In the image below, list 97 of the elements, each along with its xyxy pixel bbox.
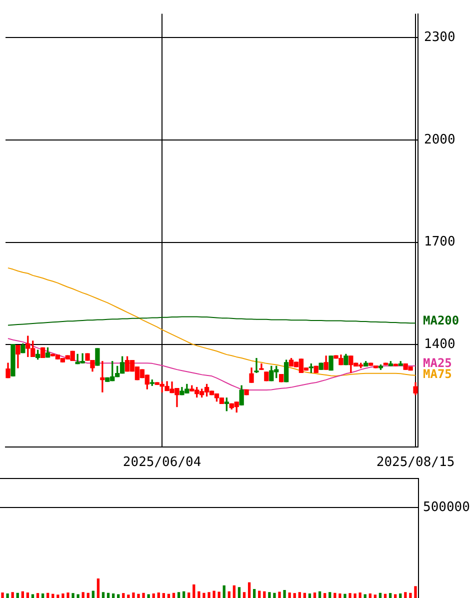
- bar: [192, 584, 196, 598]
- bar: [147, 594, 150, 598]
- bar: [208, 592, 210, 598]
- bar: [182, 591, 186, 598]
- bar: [308, 593, 312, 598]
- bar: [157, 592, 160, 598]
- bar: [399, 593, 402, 598]
- bar: [52, 594, 54, 598]
- bar: [364, 594, 366, 598]
- bar: [338, 593, 342, 598]
- bar: [324, 593, 326, 598]
- bar: [313, 592, 316, 598]
- bar: [388, 593, 392, 598]
- y-tick-label: 2000: [424, 132, 456, 148]
- bar: [117, 594, 120, 598]
- candlestick: [328, 356, 334, 371]
- bar: [293, 593, 296, 598]
- bar: [152, 593, 155, 598]
- bar: [318, 591, 322, 598]
- bar: [252, 589, 256, 598]
- bar: [188, 592, 190, 598]
- bar: [218, 592, 220, 598]
- bar: [132, 592, 135, 598]
- bar: [112, 593, 115, 598]
- bar: [26, 592, 30, 598]
- bar: [354, 593, 356, 598]
- bar: [76, 594, 80, 598]
- bar: [6, 593, 9, 598]
- bar: [242, 592, 246, 598]
- bar: [106, 592, 110, 598]
- bar: [258, 590, 261, 598]
- bar: [238, 587, 241, 598]
- bar: [21, 591, 24, 598]
- candlestick: [10, 344, 16, 376]
- bar: [374, 594, 377, 598]
- bar: [298, 592, 301, 598]
- bar: [102, 592, 105, 598]
- bar: [127, 594, 130, 598]
- bar: [202, 592, 206, 598]
- bar: [172, 592, 176, 598]
- y-tick-label: 1400: [424, 337, 456, 352]
- bar: [368, 593, 372, 598]
- bar: [288, 592, 291, 598]
- bar: [162, 593, 166, 598]
- bar: [414, 586, 417, 598]
- series-label: MA200: [423, 313, 460, 328]
- bar: [56, 594, 60, 598]
- bar: [348, 593, 352, 598]
- text: 500000: [423, 500, 470, 515]
- bar: [394, 594, 397, 598]
- x-tick-label: 2025/08/15: [376, 455, 455, 470]
- bar: [86, 592, 90, 598]
- bar: [344, 594, 346, 598]
- bar: [11, 592, 14, 598]
- bar: [72, 593, 74, 598]
- bar: [66, 592, 70, 598]
- bar: [198, 591, 200, 598]
- candlestick: [264, 372, 269, 382]
- bar: [222, 585, 226, 598]
- bar: [212, 590, 216, 598]
- bar: [268, 592, 271, 598]
- bar: [82, 592, 84, 598]
- bar: [122, 593, 125, 598]
- bar: [334, 592, 336, 598]
- bar: [228, 591, 230, 598]
- bar: [278, 592, 281, 598]
- bar: [384, 594, 387, 598]
- bar: [46, 592, 50, 598]
- bar: [1, 592, 4, 598]
- bar: [177, 592, 180, 598]
- bar: [273, 592, 276, 598]
- bar: [16, 592, 19, 598]
- bar: [404, 592, 407, 598]
- bar: [62, 593, 64, 598]
- bar: [31, 594, 34, 598]
- y-tick-label: 2300: [424, 30, 456, 46]
- candlestick: [40, 347, 46, 358]
- bar: [263, 591, 266, 598]
- bar: [232, 585, 236, 598]
- candlestick: [95, 348, 100, 366]
- bar: [303, 592, 306, 598]
- bar: [328, 592, 332, 598]
- bar: [142, 592, 145, 598]
- bar: [92, 590, 94, 598]
- bar: [41, 593, 44, 598]
- bar: [409, 592, 412, 598]
- bar: [36, 593, 40, 598]
- bar: [167, 594, 170, 598]
- y-tick-label: 1700: [424, 234, 456, 250]
- bar: [137, 594, 140, 598]
- bar: [378, 592, 382, 598]
- candlestick: [244, 389, 249, 396]
- bar: [358, 592, 362, 598]
- x-tick-label: 2025/06/04: [122, 455, 202, 470]
- bar: [283, 590, 286, 598]
- bar: [96, 578, 100, 598]
- bar: [248, 582, 251, 598]
